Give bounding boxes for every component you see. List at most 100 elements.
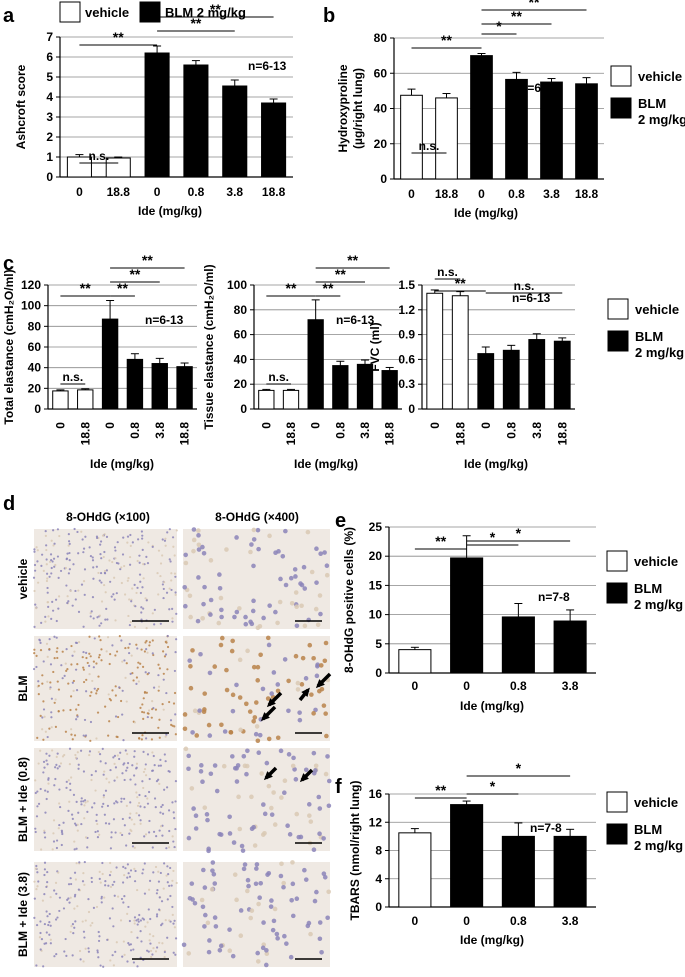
cell-stain-dot xyxy=(196,575,201,580)
cell-stain-dot xyxy=(35,546,38,549)
cell-stain-dot xyxy=(73,848,76,851)
cell-stain-dot xyxy=(110,836,113,839)
cell-stain-dot xyxy=(109,699,112,702)
cell-stain-dot xyxy=(129,672,132,675)
cell-stain-dot xyxy=(230,708,236,714)
cell-stain-dot xyxy=(158,896,161,899)
cell-stain-dot xyxy=(157,764,160,767)
bar xyxy=(183,64,209,178)
cell-stain-dot xyxy=(74,598,77,601)
cell-stain-dot xyxy=(108,662,111,666)
cell-stain-dot xyxy=(143,650,147,653)
cell-stain-dot xyxy=(130,600,133,603)
cell-stain-dot xyxy=(317,936,323,942)
cell-stain-dot xyxy=(323,771,329,777)
bar xyxy=(52,390,69,410)
cell-stain-dot xyxy=(62,821,65,824)
cell-stain-dot xyxy=(313,606,319,612)
bar xyxy=(261,102,287,178)
cell-stain-dot xyxy=(172,869,175,873)
cell-stain-dot xyxy=(162,650,165,653)
cell-stain-dot xyxy=(264,951,270,957)
cell-stain-dot xyxy=(257,623,263,629)
cell-stain-dot xyxy=(75,847,78,850)
cell-stain-dot xyxy=(236,794,241,800)
cell-stain-dot xyxy=(89,694,92,697)
cell-stain-dot xyxy=(160,805,163,808)
cell-stain-dot xyxy=(126,766,129,769)
cell-stain-dot xyxy=(132,679,135,682)
cell-stain-dot xyxy=(122,865,125,868)
cell-stain-dot xyxy=(35,815,39,818)
cell-stain-dot xyxy=(141,586,144,589)
cell-stain-dot xyxy=(313,768,318,773)
y-tick-label: 20 xyxy=(28,381,42,395)
cell-stain-dot xyxy=(107,734,110,737)
cell-stain-dot xyxy=(284,941,289,946)
cell-stain-dot xyxy=(127,614,130,618)
cell-stain-dot xyxy=(65,780,68,783)
cell-stain-dot xyxy=(257,895,262,900)
y-axis-label-units: (µg/right lung) xyxy=(351,68,365,149)
cell-stain-dot xyxy=(242,862,248,867)
cell-stain-dot xyxy=(153,623,156,626)
cell-stain-dot xyxy=(124,749,127,752)
cell-stain-dot xyxy=(81,880,85,883)
y-tick-label: 12 xyxy=(369,815,383,829)
cell-stain-dot xyxy=(200,904,206,910)
cell-stain-dot xyxy=(78,949,82,953)
cell-stain-dot xyxy=(45,558,48,561)
cell-stain-dot xyxy=(98,624,101,627)
cell-stain-dot xyxy=(35,607,38,610)
cell-stain-dot xyxy=(92,577,95,580)
cell-stain-dot xyxy=(133,774,136,777)
y-axis-label: 8-OHdG positive cells (%) xyxy=(342,527,356,673)
cell-stain-dot xyxy=(125,700,128,703)
cell-stain-dot xyxy=(50,726,53,729)
cell-stain-dot xyxy=(109,580,112,583)
cell-stain-dot xyxy=(144,925,147,928)
cell-stain-dot xyxy=(37,802,41,805)
cell-stain-dot xyxy=(138,737,141,740)
cell-stain-dot xyxy=(88,546,91,549)
cell-stain-dot xyxy=(99,543,102,546)
cell-stain-dot xyxy=(122,739,125,742)
bar xyxy=(101,318,119,410)
cell-stain-dot xyxy=(95,905,99,909)
cell-stain-dot xyxy=(94,789,97,792)
cell-stain-dot xyxy=(108,559,111,562)
cell-stain-dot xyxy=(188,663,193,669)
cell-stain-dot xyxy=(282,790,287,796)
cell-stain-dot xyxy=(173,817,176,820)
cell-stain-dot xyxy=(103,770,106,773)
cell-stain-dot xyxy=(146,753,150,756)
cell-stain-dot xyxy=(132,961,135,964)
cell-stain-dot xyxy=(113,762,116,765)
cell-stain-dot xyxy=(131,541,134,544)
cell-stain-dot xyxy=(98,877,101,881)
cell-stain-dot xyxy=(161,703,164,706)
micrograph-image xyxy=(183,748,330,851)
cell-stain-dot xyxy=(258,652,263,658)
x-axis-label: Ide (mg/kg) xyxy=(464,457,528,471)
cell-stain-dot xyxy=(101,534,105,537)
cell-stain-dot xyxy=(109,959,112,962)
cell-stain-dot xyxy=(56,767,59,770)
cell-stain-dot xyxy=(218,595,224,601)
cell-stain-dot xyxy=(142,711,146,714)
cell-stain-dot xyxy=(188,614,193,620)
cell-stain-dot xyxy=(93,802,96,805)
cell-stain-dot xyxy=(154,708,158,711)
cell-stain-dot xyxy=(51,560,54,563)
cell-stain-dot xyxy=(76,905,79,908)
cell-stain-dot xyxy=(41,553,44,556)
x-tick-label: 18.8 xyxy=(383,422,397,446)
cell-stain-dot xyxy=(69,589,72,593)
cell-stain-dot xyxy=(90,876,93,880)
cell-stain-dot xyxy=(294,623,300,629)
cell-stain-dot xyxy=(56,916,59,919)
cell-stain-dot xyxy=(139,819,142,822)
cell-stain-dot xyxy=(159,871,162,875)
cell-stain-dot xyxy=(128,832,131,835)
cell-stain-dot xyxy=(157,880,161,883)
